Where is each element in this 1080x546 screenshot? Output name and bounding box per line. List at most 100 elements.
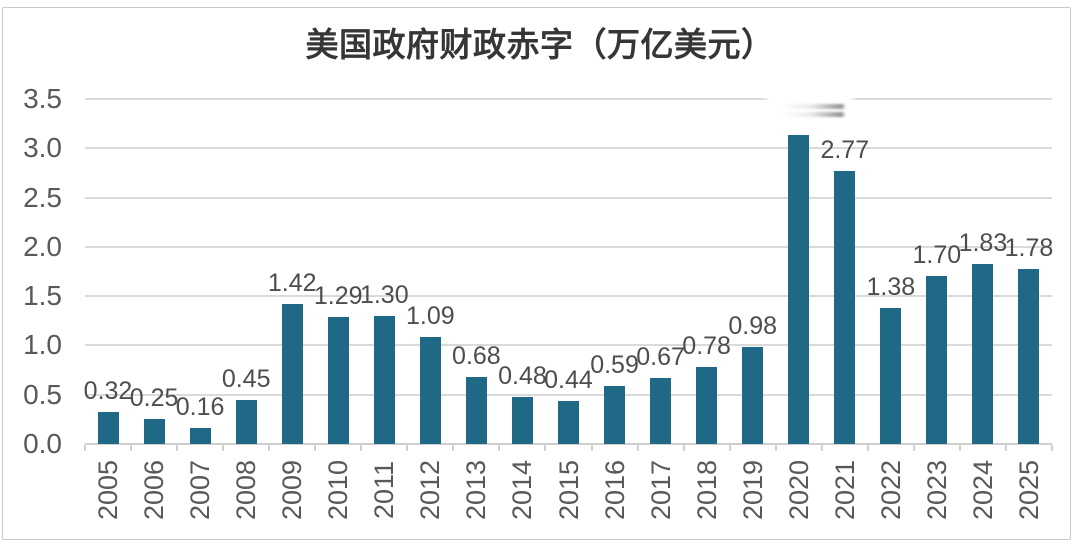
bar-value-label-2023: 1.70	[912, 241, 962, 270]
bar-value-label-2006: 0.25	[129, 384, 179, 413]
bar-value-label-2025: 1.78	[1004, 233, 1054, 262]
x-axis-label-2019: 2019	[737, 459, 768, 521]
y-axis-label: 2.5	[23, 181, 62, 213]
x-axis-label-2022: 2022	[875, 459, 906, 521]
x-axis-label-2023: 2023	[921, 459, 952, 521]
smudge-streak	[782, 104, 846, 109]
x-axis-tick	[452, 445, 455, 451]
x-axis-tick	[130, 445, 133, 451]
x-axis-tick	[590, 445, 593, 451]
bar-2009	[281, 304, 303, 444]
bar-value-label-2007: 0.16	[175, 393, 225, 422]
bar-value-label-2018: 0.78	[682, 332, 731, 361]
x-axis-label-2012: 2012	[415, 459, 446, 521]
bar-value-label-2013: 0.68	[452, 341, 501, 370]
gridline	[85, 393, 1052, 396]
x-axis-label-2021: 2021	[829, 459, 860, 521]
x-axis-label-2013: 2013	[461, 459, 492, 521]
x-axis-tick	[222, 445, 225, 451]
y-axis-label: 1.5	[23, 280, 62, 312]
x-axis-label-2008: 2008	[231, 459, 262, 521]
x-axis-tick	[544, 445, 547, 451]
x-axis-tick	[958, 445, 961, 451]
y-axis-label: 2.0	[23, 230, 62, 262]
bar-2015	[558, 400, 579, 444]
bar-2025	[1018, 268, 1040, 444]
gridline	[85, 245, 1052, 248]
x-axis-label-2018: 2018	[691, 459, 722, 521]
x-axis-tick	[406, 445, 409, 451]
bar-value-label-2012: 1.09	[406, 301, 455, 330]
bar-value-label-2016: 0.59	[590, 350, 639, 379]
x-axis-tick	[360, 445, 363, 451]
chart-card-border	[2, 7, 1071, 540]
bar-2023	[926, 276, 948, 444]
x-axis-tick	[774, 445, 777, 451]
x-axis-label-2014: 2014	[507, 459, 538, 521]
bar-2024	[972, 263, 994, 444]
chart-title: 美国政府财政赤字（万亿美元）	[305, 26, 775, 63]
gridline	[85, 147, 1052, 150]
bar-2021	[834, 170, 856, 444]
bar-value-label-2022: 1.38	[866, 272, 916, 301]
x-axis-tick	[84, 445, 86, 451]
bar-2020	[788, 135, 810, 444]
gridline	[85, 295, 1052, 298]
bar-2006	[143, 419, 165, 444]
y-axis-label: 0.0	[23, 428, 62, 459]
y-axis-label: 3.5	[23, 83, 62, 114]
smudge-artifact-over-2020-label	[768, 98, 852, 124]
bar-value-label-2008: 0.45	[221, 364, 271, 393]
y-axis-label: 0.5	[23, 378, 62, 410]
x-axis-label-2006: 2006	[139, 459, 170, 521]
bar-value-label-2010: 1.29	[313, 281, 363, 310]
x-axis-label-2016: 2016	[599, 459, 630, 521]
x-axis-label-2007: 2007	[185, 459, 216, 521]
x-axis-tick	[1004, 445, 1007, 451]
bar-2013	[465, 376, 487, 444]
x-axis-label-2017: 2017	[645, 459, 676, 521]
x-axis-tick	[820, 445, 823, 451]
bar-value-label-2005: 0.32	[83, 377, 133, 406]
x-axis-tick	[268, 445, 271, 451]
x-axis-tick	[314, 445, 317, 451]
x-axis-line	[85, 443, 1052, 445]
x-axis-tick	[682, 445, 685, 451]
bar-value-label-2011: 1.30	[359, 280, 409, 309]
bar-2010	[327, 316, 349, 444]
bar-2011	[373, 315, 395, 444]
bar-value-label-2024: 1.83	[958, 228, 1008, 257]
gridline	[85, 344, 1052, 347]
bar-value-label-2017: 0.67	[636, 342, 685, 371]
bar-2012	[419, 336, 441, 444]
x-axis-tick	[866, 445, 869, 451]
x-axis-tick	[1051, 445, 1053, 451]
bar-2008	[235, 399, 257, 444]
x-axis-label-2009: 2009	[277, 459, 308, 521]
bar-value-label-2021: 2.77	[820, 135, 870, 164]
x-axis-label-2005: 2005	[93, 459, 124, 521]
x-axis-label-2015: 2015	[553, 459, 584, 521]
bar-value-label-2015: 0.44	[544, 365, 593, 394]
gridline	[85, 196, 1052, 199]
bar-2022	[880, 307, 902, 444]
bar-value-label-2014: 0.48	[498, 361, 547, 390]
bar-2007	[189, 428, 211, 444]
bar-2019	[742, 347, 764, 444]
gridline	[85, 98, 1052, 100]
bar-value-label-2019: 0.98	[728, 312, 778, 341]
bar-value-label-2009: 1.42	[267, 269, 317, 298]
x-axis-label-2020: 2020	[783, 459, 814, 521]
x-axis-label-2024: 2024	[967, 459, 998, 521]
y-axis-label: 1.0	[23, 329, 62, 361]
bar-2014	[511, 396, 533, 444]
bar-2016	[604, 385, 626, 444]
bar-2018	[696, 367, 718, 444]
x-axis-tick	[728, 445, 731, 451]
bar-2017	[650, 377, 672, 444]
y-axis-label: 3.0	[23, 132, 62, 164]
x-axis-tick	[912, 445, 915, 451]
x-axis-label-2011: 2011	[369, 460, 400, 520]
x-axis-tick	[636, 445, 639, 451]
